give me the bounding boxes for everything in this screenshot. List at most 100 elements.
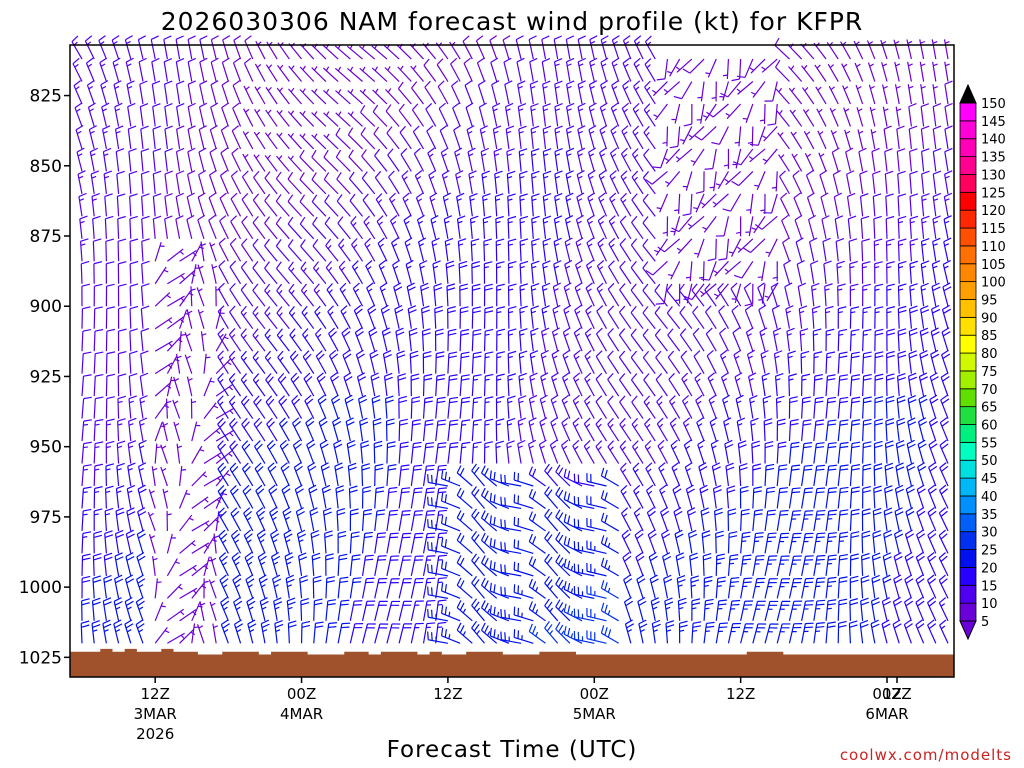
barb-staff xyxy=(346,45,363,60)
barb-flag xyxy=(777,418,786,422)
barb-staff xyxy=(311,201,327,217)
wind-barb xyxy=(456,215,466,239)
barb-flag xyxy=(851,328,860,332)
barb-staff xyxy=(217,423,229,442)
barb-flag xyxy=(410,350,419,355)
barb-staff xyxy=(773,353,778,374)
wind-barb xyxy=(700,193,717,209)
barb-half-flag xyxy=(543,243,549,246)
wind-barb xyxy=(801,396,811,419)
barb-flag xyxy=(449,374,458,377)
wind-barb xyxy=(128,417,137,442)
barb-staff xyxy=(324,201,339,217)
barb-half-flag xyxy=(473,423,479,426)
wind-barb xyxy=(200,241,207,262)
barb-staff xyxy=(610,130,620,150)
barb-staff xyxy=(475,40,486,60)
barb-flag xyxy=(610,147,618,154)
barb-half-flag xyxy=(874,288,880,291)
barb-flag xyxy=(909,327,918,332)
barb-half-flag xyxy=(563,423,568,427)
barb-flag xyxy=(408,305,417,310)
wind-barb xyxy=(217,417,229,442)
barb-half-flag xyxy=(166,294,171,299)
barb-staff xyxy=(813,376,816,397)
barb-half-flag xyxy=(129,400,134,404)
barb-flag xyxy=(242,462,249,470)
barb-flag xyxy=(400,445,409,449)
wind-barb xyxy=(804,153,815,172)
barb-flag xyxy=(644,80,651,88)
barb-staff xyxy=(743,287,754,307)
barb-staff xyxy=(425,108,437,127)
barb-staff xyxy=(221,107,229,127)
wind-barb xyxy=(720,81,742,98)
barb-half-flag xyxy=(634,109,640,113)
barb-flag xyxy=(268,443,276,451)
barb-staff xyxy=(93,308,96,329)
barb-staff xyxy=(92,218,95,239)
barb-staff xyxy=(619,289,632,307)
barb-half-flag xyxy=(508,221,513,224)
barb-flag xyxy=(425,442,435,445)
barb-staff xyxy=(398,443,402,464)
barb-flag xyxy=(931,331,940,337)
wind-barb xyxy=(711,462,721,487)
barb-staff xyxy=(868,84,876,105)
barb-flag xyxy=(600,467,605,477)
wind-barb xyxy=(583,417,595,442)
barb-staff xyxy=(611,85,620,105)
barb-flag xyxy=(654,306,661,314)
barb-flag xyxy=(611,57,620,64)
barb-half-flag xyxy=(198,288,203,292)
barb-flag xyxy=(390,215,398,222)
barb-flag xyxy=(886,306,895,310)
barb-staff xyxy=(254,109,266,127)
wind-barb xyxy=(335,88,351,105)
barb-staff xyxy=(530,151,534,172)
barb-half-flag xyxy=(542,333,547,337)
barb-staff xyxy=(585,310,595,329)
barb-staff xyxy=(292,445,303,464)
barb-staff xyxy=(786,331,791,352)
barb-staff xyxy=(125,61,132,82)
wind-barb xyxy=(807,214,817,239)
barb-half-flag xyxy=(713,293,719,297)
wind-barb xyxy=(932,125,942,150)
barb-staff xyxy=(179,309,188,329)
barb-flag xyxy=(732,161,742,166)
wind-barb xyxy=(722,394,730,419)
barb-flag xyxy=(412,125,420,133)
barb-flag xyxy=(944,80,953,85)
wind-barb xyxy=(386,441,396,464)
barb-flag xyxy=(187,102,196,108)
barb-staff xyxy=(796,264,803,284)
wind-barb xyxy=(813,419,825,442)
barb-staff xyxy=(491,84,498,105)
wind-barb xyxy=(897,350,907,374)
barb-half-flag xyxy=(117,445,123,449)
wind-barb xyxy=(407,305,417,329)
barb-staff xyxy=(403,219,412,240)
barb-flag xyxy=(326,283,333,291)
barb-flag xyxy=(300,239,306,247)
barb-flag xyxy=(837,283,846,287)
barb-flag xyxy=(531,170,540,175)
barb-staff xyxy=(186,196,193,217)
barb-flag xyxy=(600,35,609,41)
barb-flag xyxy=(630,328,637,336)
barb-staff xyxy=(766,283,778,302)
barb-staff xyxy=(371,398,376,419)
barb-flag xyxy=(814,400,824,404)
barb-staff xyxy=(241,199,254,217)
wind-barb xyxy=(788,65,803,82)
wind-barb xyxy=(553,260,562,284)
barb-staff xyxy=(761,376,766,397)
barb-flag xyxy=(437,396,446,400)
barb-staff xyxy=(253,154,266,172)
barb-flag xyxy=(459,287,468,291)
barb-half-flag xyxy=(566,63,572,67)
barb-staff xyxy=(243,108,254,127)
barb-staff xyxy=(287,201,302,217)
barb-staff xyxy=(565,129,571,150)
